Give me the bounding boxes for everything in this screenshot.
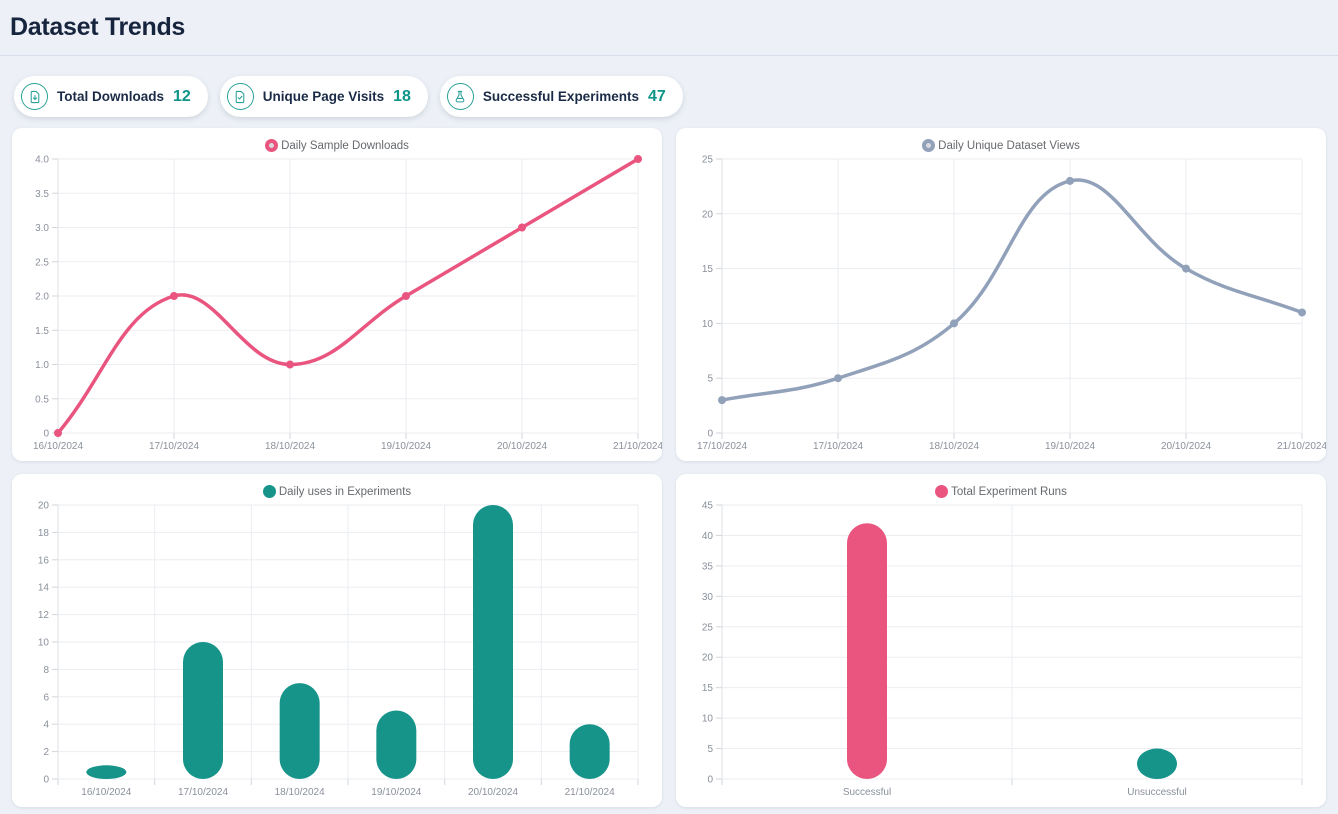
- svg-text:20: 20: [702, 209, 714, 220]
- svg-text:4: 4: [43, 720, 49, 731]
- chart-legend[interactable]: Daily uses in Experiments: [22, 483, 652, 500]
- svg-text:16: 16: [38, 555, 50, 566]
- svg-text:1.0: 1.0: [35, 360, 49, 371]
- stat-unique-page-visits: Unique Page Visits 18: [219, 76, 428, 117]
- stat-label: Unique Page Visits: [262, 89, 385, 104]
- svg-text:6: 6: [43, 692, 49, 703]
- svg-text:8: 8: [43, 665, 49, 676]
- chart-legend[interactable]: Daily Sample Downloads: [22, 137, 652, 154]
- chart-card-daily-unique-dataset-views: Daily Unique Dataset Views 0 5 10 15 20 25 17/…: [676, 128, 1326, 461]
- legend-marker-icon: [265, 139, 279, 152]
- legend-marker-icon: [262, 485, 276, 498]
- svg-text:16/10/2024: 16/10/2024: [33, 441, 83, 452]
- svg-text:0.5: 0.5: [35, 394, 49, 405]
- svg-text:18/10/2024: 18/10/2024: [265, 441, 315, 452]
- svg-text:17/10/2024: 17/10/2024: [813, 441, 863, 452]
- svg-text:19/10/2024: 19/10/2024: [371, 787, 421, 798]
- charts-grid: Daily Sample Downloads 0 0.5 1.0 1.5 2.0 2.5 3…: [0, 117, 1338, 807]
- svg-text:3.0: 3.0: [35, 223, 49, 234]
- svg-text:4.0: 4.0: [35, 155, 49, 166]
- svg-text:25: 25: [702, 622, 714, 633]
- chart-card-daily-sample-downloads: Daily Sample Downloads 0 0.5 1.0 1.5 2.0 2.5 3…: [12, 128, 662, 461]
- chart-card-total-experiment-runs: Total Experiment Runs 0 5 10 15 20 25 30 35 40 45…: [676, 474, 1326, 807]
- svg-text:17/10/2024: 17/10/2024: [149, 441, 199, 452]
- svg-text:30: 30: [702, 592, 714, 603]
- svg-text:0: 0: [707, 775, 713, 786]
- legend-label: Total Experiment Runs: [951, 485, 1067, 498]
- svg-text:3.5: 3.5: [35, 189, 49, 200]
- svg-text:20/10/2024: 20/10/2024: [497, 441, 547, 452]
- svg-text:5: 5: [707, 744, 713, 755]
- svg-text:14: 14: [38, 583, 50, 594]
- line-chart-daily-unique-dataset-views[interactable]: 0 5 10 15 20 25 17/10/2024 17/10/2024 18/10/2024…: [686, 154, 1326, 454]
- stat-successful-experiments: Successful Experiments 47: [439, 76, 683, 117]
- svg-text:20: 20: [702, 653, 714, 664]
- legend-label: Daily Unique Dataset Views: [938, 139, 1080, 152]
- line-chart-daily-sample-downloads[interactable]: 0 0.5 1.0 1.5 2.0 2.5 3.0 3.5 4.0 16/10/2024 17/10…: [22, 154, 662, 454]
- chart-card-daily-uses-in-experiments: Daily uses in Experiments 0 2 4 6 8 10 12 14 16 1…: [12, 474, 662, 807]
- svg-text:0: 0: [707, 429, 713, 440]
- svg-text:0: 0: [43, 775, 49, 786]
- svg-text:Successful: Successful: [843, 787, 891, 798]
- page-title: Dataset Trends: [10, 13, 186, 41]
- svg-text:0: 0: [43, 429, 49, 440]
- stats-row: Total Downloads 12 Unique Page Visits 18…: [0, 56, 1338, 117]
- svg-text:19/10/2024: 19/10/2024: [381, 441, 431, 452]
- svg-text:10: 10: [702, 319, 714, 330]
- svg-text:18: 18: [38, 528, 50, 539]
- svg-text:10: 10: [38, 638, 50, 649]
- bar-chart-daily-uses-in-experiments[interactable]: 0 2 4 6 8 10 12 14 16 18 20 16/10/2024 17/10/2024 18/…: [22, 500, 652, 800]
- legend-label: Daily uses in Experiments: [278, 485, 412, 498]
- svg-text:21/10/2024: 21/10/2024: [613, 441, 662, 452]
- chart-legend[interactable]: Total Experiment Runs: [686, 483, 1316, 500]
- svg-text:35: 35: [702, 561, 714, 572]
- stat-total-downloads: Total Downloads 12: [14, 76, 208, 117]
- svg-text:20/10/2024: 20/10/2024: [468, 787, 518, 798]
- svg-text:21/10/2024: 21/10/2024: [565, 787, 615, 798]
- stat-label: Successful Experiments: [482, 89, 639, 104]
- svg-text:5: 5: [707, 374, 713, 385]
- page-header: Dataset Trends: [0, 0, 1338, 56]
- document-check-icon: [226, 83, 254, 110]
- svg-text:16/10/2024: 16/10/2024: [81, 787, 131, 798]
- svg-text:2.0: 2.0: [35, 292, 49, 303]
- svg-text:10: 10: [702, 714, 714, 725]
- svg-text:19/10/2024: 19/10/2024: [1045, 441, 1095, 452]
- svg-text:25: 25: [702, 155, 714, 166]
- stat-value: 47: [647, 87, 666, 105]
- stat-label: Total Downloads: [57, 89, 164, 104]
- legend-label: Daily Sample Downloads: [281, 139, 409, 152]
- svg-text:20/10/2024: 20/10/2024: [1161, 441, 1211, 452]
- svg-text:2: 2: [43, 747, 49, 758]
- svg-text:Unsuccessful: Unsuccessful: [1127, 787, 1186, 798]
- svg-text:15: 15: [702, 264, 714, 275]
- flask-icon: [446, 83, 474, 110]
- svg-text:40: 40: [702, 531, 714, 542]
- chart-legend[interactable]: Daily Unique Dataset Views: [686, 137, 1316, 154]
- legend-marker-icon: [922, 139, 936, 152]
- svg-text:20: 20: [38, 501, 50, 512]
- svg-text:21/10/2024: 21/10/2024: [1277, 441, 1326, 452]
- svg-text:18/10/2024: 18/10/2024: [929, 441, 979, 452]
- svg-text:2.5: 2.5: [35, 257, 49, 268]
- svg-text:17/10/2024: 17/10/2024: [697, 441, 747, 452]
- svg-text:12: 12: [38, 610, 50, 621]
- stat-value: 18: [393, 87, 411, 105]
- bar-chart-total-experiment-runs[interactable]: 0 5 10 15 20 25 30 35 40 45 Successful Unsuccessful: [686, 500, 1316, 800]
- svg-text:45: 45: [702, 501, 714, 512]
- legend-marker-icon: [935, 485, 949, 498]
- svg-text:18/10/2024: 18/10/2024: [275, 787, 325, 798]
- svg-text:1.5: 1.5: [35, 326, 49, 337]
- stat-value: 12: [173, 87, 191, 105]
- svg-text:17/10/2024: 17/10/2024: [178, 787, 228, 798]
- document-download-icon: [21, 83, 48, 110]
- svg-text:15: 15: [702, 683, 714, 694]
